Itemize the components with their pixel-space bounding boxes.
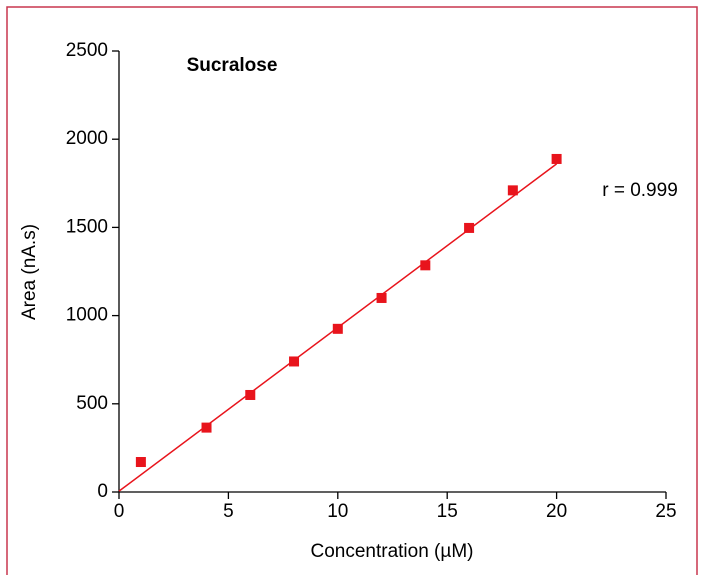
point	[376, 292, 387, 303]
y-axis-label: Area (nA.s)	[19, 224, 40, 320]
point	[245, 389, 256, 400]
annotation: r = 0.999	[602, 180, 678, 201]
point	[289, 356, 300, 367]
y-tick-label: 500	[76, 393, 108, 414]
x-tick-label: 5	[223, 501, 234, 522]
x-axis-label: Concentration (µM)	[310, 541, 473, 562]
point	[332, 323, 343, 334]
x-tick-label: 20	[546, 501, 567, 522]
y-tick-label: 1500	[66, 216, 108, 237]
x-tick-label: 0	[114, 501, 125, 522]
point	[135, 457, 146, 468]
point	[464, 222, 475, 233]
y-tick-label: 1000	[66, 305, 108, 326]
y-tick-label: 0	[97, 481, 108, 502]
point	[551, 153, 562, 164]
point	[507, 185, 518, 196]
chart-title: Sucralose	[187, 55, 278, 76]
frame	[6, 6, 698, 575]
x-tick-label: 10	[327, 501, 348, 522]
x-tick-label: 25	[655, 501, 676, 522]
y-tick-label: 2000	[66, 128, 108, 149]
point	[420, 260, 431, 271]
y-tick-label: 2500	[66, 40, 108, 61]
point	[201, 422, 212, 433]
x-tick-label: 15	[437, 501, 458, 522]
